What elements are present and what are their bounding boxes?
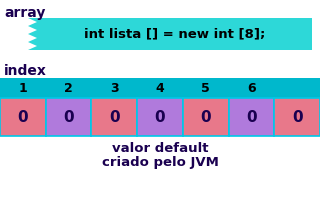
Text: valor default: valor default — [112, 142, 208, 155]
Polygon shape — [28, 26, 37, 34]
Text: 1: 1 — [19, 82, 27, 95]
Text: criado pelo JVM: criado pelo JVM — [101, 156, 219, 169]
Bar — [274, 98, 320, 136]
Text: 3: 3 — [110, 82, 119, 95]
Bar — [28, 18, 312, 50]
Text: int lista [] = new int [8];: int lista [] = new int [8]; — [84, 28, 265, 40]
Text: 0: 0 — [292, 110, 302, 125]
Bar — [0, 78, 320, 98]
Bar — [137, 98, 183, 136]
Text: 0: 0 — [155, 110, 165, 125]
Bar — [228, 98, 274, 136]
Text: 0: 0 — [18, 110, 28, 125]
Text: 4: 4 — [156, 82, 164, 95]
Polygon shape — [28, 34, 37, 42]
Bar — [0, 98, 46, 136]
Bar — [92, 98, 137, 136]
Text: 5: 5 — [201, 82, 210, 95]
Polygon shape — [28, 42, 37, 50]
Bar — [46, 98, 92, 136]
Text: 0: 0 — [246, 110, 257, 125]
Text: 0: 0 — [200, 110, 211, 125]
Text: 0: 0 — [63, 110, 74, 125]
Text: 2: 2 — [64, 82, 73, 95]
Text: index: index — [4, 64, 47, 78]
Text: 0: 0 — [109, 110, 120, 125]
Text: 6: 6 — [247, 82, 256, 95]
Bar — [183, 98, 228, 136]
Polygon shape — [28, 18, 37, 26]
Text: array: array — [4, 6, 45, 20]
